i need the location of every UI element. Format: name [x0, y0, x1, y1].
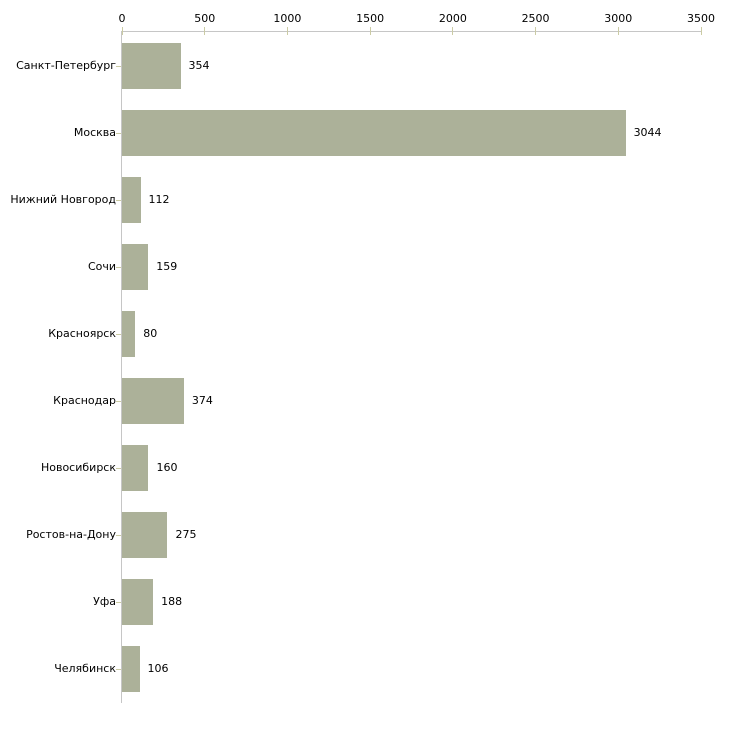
- y-axis-tick: [116, 266, 121, 268]
- value-label: 3044: [633, 125, 662, 139]
- bar: [122, 310, 136, 357]
- y-axis-tick: [116, 65, 121, 67]
- plot-area: 0 500 1000 1500 2000 2500 3000 3500 Санкт-Петерб…: [10, 12, 715, 703]
- y-axis-tick: [116, 602, 121, 604]
- category-label: Красноярск: [48, 326, 116, 340]
- x-axis-tick: [204, 27, 206, 35]
- y-axis-tick: [116, 401, 121, 403]
- y-axis-tick: [116, 535, 121, 537]
- x-axis-tick: [617, 27, 619, 35]
- value-label: 374: [191, 394, 213, 408]
- category-label: Уфа: [93, 595, 116, 609]
- bar: [122, 646, 140, 693]
- value-label: 275: [175, 528, 197, 542]
- x-axis-tick-label: 1500: [356, 12, 385, 25]
- category-label: Новосибирск: [40, 461, 116, 475]
- x-axis-tick-label: 0: [118, 12, 126, 25]
- x-axis-tick: [121, 27, 123, 35]
- category-label: Ростов-на-Дону: [26, 528, 116, 542]
- bar: [122, 243, 149, 290]
- x-axis-tick-label: 1000: [273, 12, 302, 25]
- y-axis-tick: [116, 333, 121, 335]
- bar: [122, 579, 154, 626]
- bar: [122, 378, 184, 425]
- x-axis-tick: [452, 27, 454, 35]
- x-axis-tick: [286, 27, 288, 35]
- x-axis-tick: [369, 27, 371, 35]
- y-axis-tick: [116, 132, 121, 134]
- x-axis-tick-label: 500: [194, 12, 216, 25]
- value-label: 354: [188, 58, 210, 72]
- y-axis-tick: [116, 468, 121, 470]
- bar: [122, 512, 168, 559]
- category-label: Сочи: [87, 259, 116, 273]
- bar: [122, 176, 141, 223]
- y-axis-tick: [116, 199, 121, 201]
- x-axis-tick-label: 2000: [438, 12, 467, 25]
- bar: [122, 109, 626, 156]
- x-axis-tick-label: 3000: [604, 12, 633, 25]
- bar: [122, 445, 149, 492]
- value-label: 112: [148, 192, 170, 206]
- x-axis-tick-label: 3500: [687, 12, 715, 25]
- category-label: Нижний Новгород: [10, 192, 116, 206]
- value-label: 160: [156, 461, 178, 475]
- bar: [122, 42, 181, 89]
- category-label: Челябинск: [54, 662, 116, 676]
- value-label: 159: [156, 259, 178, 273]
- category-label: Санкт-Петербург: [16, 58, 116, 72]
- value-label: 106: [147, 662, 169, 676]
- category-label: Краснодар: [53, 394, 116, 408]
- y-axis-tick: [116, 669, 121, 671]
- x-axis-tick-label: 2500: [521, 12, 550, 25]
- x-axis-tick: [700, 27, 702, 35]
- x-axis-tick: [535, 27, 537, 35]
- value-label: 80: [143, 326, 158, 340]
- value-label: 188: [161, 595, 183, 609]
- category-label: Москва: [73, 125, 116, 139]
